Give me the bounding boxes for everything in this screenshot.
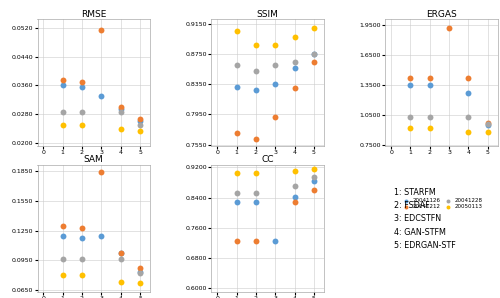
Point [464,115,472,119]
Point [232,63,240,68]
Point [58,233,66,238]
Point [116,105,124,109]
Point [290,184,298,189]
Point [232,200,240,205]
Point [232,239,240,243]
Point [78,273,86,277]
Point [136,266,144,271]
Point [406,83,414,88]
Point [290,200,298,205]
Point [78,85,86,90]
Point [484,130,492,135]
Point [116,106,124,111]
Point [426,83,434,88]
Point [271,239,279,243]
Point [98,170,106,175]
Point [252,200,260,205]
Point [464,76,472,81]
Point [484,122,492,127]
Point [116,257,124,262]
Title: CC: CC [262,156,274,164]
Point [58,110,66,115]
Point [310,52,318,57]
Point [116,110,124,115]
Point [271,63,279,68]
Point [78,236,86,240]
Point [232,84,240,89]
Point [78,80,86,84]
Point [271,114,279,119]
Point [58,123,66,128]
Point [136,270,144,275]
Title: SAM: SAM [84,156,103,164]
Point [78,225,86,230]
Point [78,123,86,128]
Point [310,178,318,183]
Point [58,83,66,88]
Point [116,251,124,256]
Point [232,131,240,136]
Point [136,129,144,134]
Point [98,94,106,99]
Point [116,127,124,131]
Legend: 20041126, 20041212, 20041228, 20050113: 20041126, 20041212, 20041228, 20050113 [400,198,482,209]
Point [116,251,124,256]
Legend: 20041126, 20041212, 20041228, 20050113: 20041126, 20041212, 20041228, 20050113 [52,198,134,209]
Point [290,59,298,64]
Point [310,167,318,172]
Point [426,76,434,81]
Point [310,59,318,64]
Point [252,68,260,73]
Point [310,25,318,30]
Point [310,188,318,193]
Title: RMSE: RMSE [81,10,106,18]
Legend: 20041126, 20041212, 20041228, 20050113: 20041126, 20041212, 20041228, 20050113 [226,198,308,209]
Point [290,66,298,71]
Point [290,86,298,91]
Point [406,76,414,81]
Point [271,43,279,47]
Point [232,171,240,176]
Point [484,123,492,128]
Point [98,28,106,32]
Point [58,223,66,228]
Point [136,123,144,128]
Point [484,121,492,126]
Point [252,190,260,195]
Point [58,257,66,262]
Point [426,115,434,119]
Point [271,82,279,87]
Point [290,169,298,174]
Title: ERGAS: ERGAS [426,10,457,18]
Text: 1: STARFM
2: FSDAF
3: EDCSTFN
4: GAN-STFM
5: EDRGAN-STF: 1: STARFM 2: FSDAF 3: EDCSTFN 4: GAN-STF… [394,188,456,250]
Point [232,29,240,34]
Point [310,175,318,179]
Point [426,126,434,131]
Title: SSIM: SSIM [256,10,278,18]
Point [252,43,260,47]
Point [136,271,144,276]
Point [232,190,240,195]
Point [464,130,472,135]
Point [290,35,298,40]
Point [58,78,66,83]
Point [406,126,414,131]
Point [252,171,260,176]
Point [252,239,260,243]
Point [406,115,414,119]
Point [252,87,260,92]
Point [78,110,86,115]
Point [252,137,260,142]
Point [136,117,144,122]
Point [58,273,66,277]
Point [445,26,453,31]
Point [136,119,144,124]
Point [136,281,144,285]
Point [290,194,298,199]
Point [464,91,472,96]
Point [116,280,124,285]
Point [98,233,106,238]
Point [78,257,86,262]
Point [310,52,318,57]
